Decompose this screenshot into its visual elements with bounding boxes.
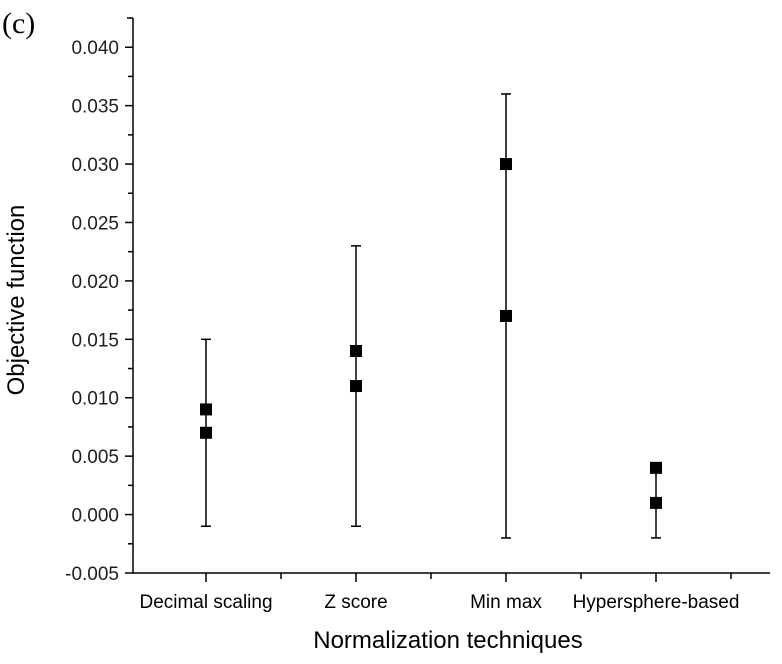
series-0: [200, 338, 212, 528]
data-point: [500, 158, 512, 171]
data-point: [500, 309, 512, 322]
y-tick-label: 0.025: [71, 213, 119, 234]
y-axis-label: Objective function: [3, 205, 30, 396]
y-tick-label: 0.030: [71, 155, 119, 176]
series-3: [650, 461, 662, 539]
y-tick-label: 0.035: [71, 97, 119, 118]
panel-label: (c): [2, 7, 35, 40]
y-tick-label: 0.040: [71, 38, 119, 59]
y-tick-label: 0.010: [71, 389, 119, 410]
x-axis-label: Normalization techniques: [313, 627, 582, 654]
x-tick-label: Z score: [324, 592, 387, 613]
data-point: [350, 345, 362, 357]
data-point: [200, 426, 212, 439]
x-tick-label: Hypersphere-based: [573, 592, 740, 613]
data-point: [200, 403, 212, 416]
x-tick-label: Min max: [470, 592, 542, 613]
data-point: [350, 380, 362, 393]
series-1: [350, 245, 362, 528]
y-tick-label: -0.005: [65, 564, 119, 585]
y-tick-label: 0.015: [71, 330, 119, 351]
series-2: [500, 93, 512, 539]
y-tick-label: 0.005: [71, 447, 119, 468]
data-point: [650, 461, 662, 474]
data-point: [650, 496, 662, 509]
x-tick-label: Decimal scaling: [139, 592, 272, 613]
y-tick-label: 0.000: [71, 506, 119, 527]
y-tick-label: 0.020: [71, 272, 119, 293]
